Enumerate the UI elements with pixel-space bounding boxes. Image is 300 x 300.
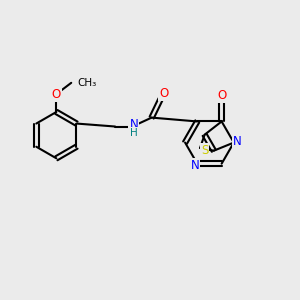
- Text: CH₃: CH₃: [78, 78, 97, 88]
- Text: O: O: [52, 88, 61, 100]
- Text: N: N: [129, 118, 138, 130]
- Text: O: O: [159, 87, 168, 100]
- Text: N: N: [233, 135, 242, 148]
- Text: O: O: [217, 89, 226, 102]
- Text: S: S: [201, 144, 208, 157]
- Text: N: N: [190, 159, 199, 172]
- Text: H: H: [130, 128, 138, 138]
